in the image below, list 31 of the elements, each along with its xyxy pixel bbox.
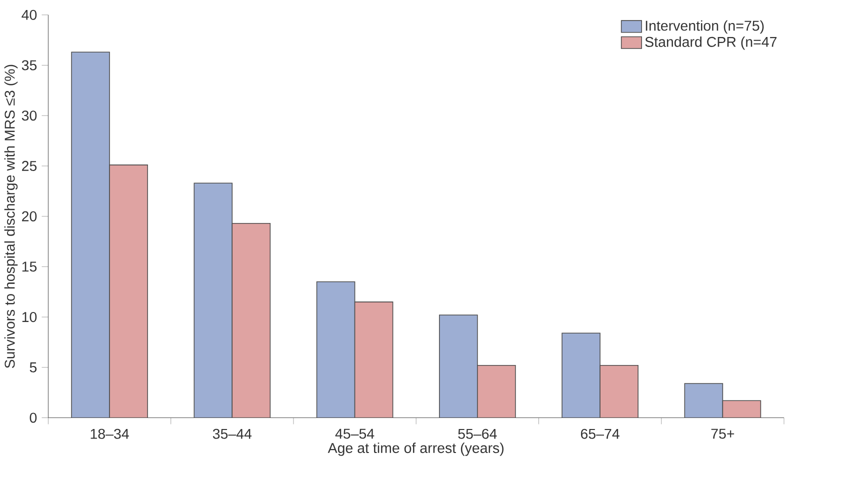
y-tick-label: 20 (22, 211, 37, 222)
y-tick-label: 30 (22, 110, 37, 121)
bar (439, 314, 478, 418)
bar (684, 383, 724, 418)
bar (71, 52, 110, 418)
y-tick-label: 10 (22, 312, 37, 322)
x-tick-label: 18–34 (90, 428, 129, 439)
y-tick-label: 0 (30, 412, 37, 423)
y-tick-label: 15 (22, 262, 37, 272)
legend-label: Standard CPR (n=47 (645, 36, 777, 50)
y-tick-label: 40 (22, 10, 37, 20)
y-tick-label: 25 (22, 161, 37, 172)
x-tick-label: 55–64 (458, 428, 497, 439)
bar (600, 365, 638, 418)
x-tick-label: 65–74 (580, 428, 620, 439)
x-tick-label: 75+ (711, 428, 734, 439)
y-tick-label: 5 (30, 362, 37, 372)
x-tick-label: 45–54 (335, 428, 374, 439)
bar (109, 164, 148, 418)
bar (194, 182, 233, 418)
bar (477, 365, 516, 418)
bar (316, 281, 356, 418)
bar (354, 302, 394, 418)
y-tick-label: 35 (22, 60, 37, 70)
x-axis-title: Age at time of arrest (years) (328, 442, 504, 456)
y-axis-title: Survivors to hospital discharge with MRS ≤3 (%) (4, 64, 18, 368)
bar (722, 400, 762, 418)
x-tick-label: 35–44 (212, 428, 252, 439)
bar (562, 332, 600, 418)
bar (232, 223, 271, 418)
legend-label: Intervention (n=75) (646, 20, 764, 34)
